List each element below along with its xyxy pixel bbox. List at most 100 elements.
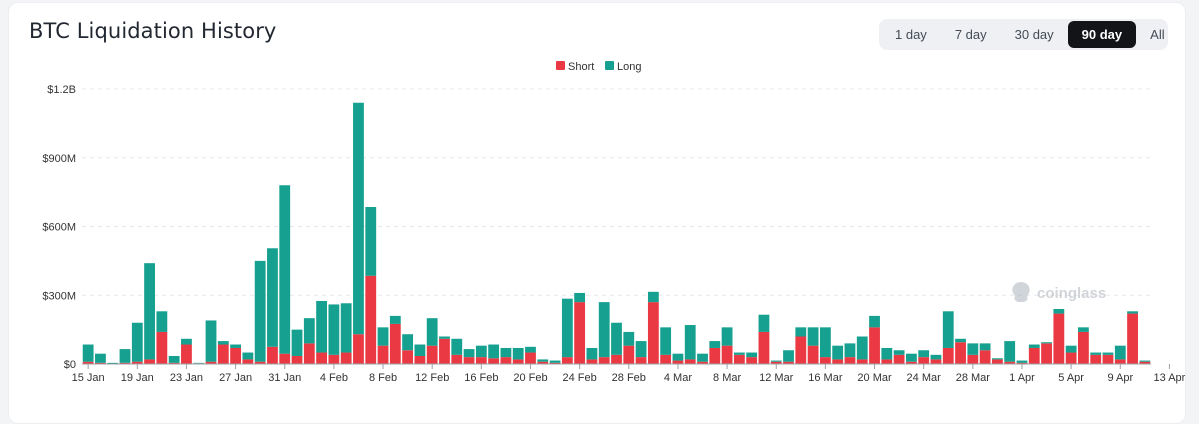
bar-short-42[interactable] [599,357,610,364]
bar-short-65[interactable] [881,359,892,364]
bar-long-2[interactable] [107,363,118,364]
bar-long-55[interactable] [759,315,770,332]
legend-long-label[interactable]: Long [617,61,641,73]
bar-short-19[interactable] [316,353,327,364]
bar-long-30[interactable] [451,339,462,355]
bar-long-70[interactable] [943,311,954,348]
bar-short-79[interactable] [1053,314,1064,364]
bar-short-36[interactable] [525,353,536,364]
bar-long-50[interactable] [697,354,708,362]
bar-long-12[interactable] [230,345,241,348]
bar-long-46[interactable] [648,292,659,302]
bar-long-19[interactable] [316,301,327,353]
bar-long-22[interactable] [353,103,364,334]
bar-long-3[interactable] [120,349,131,363]
bar-short-34[interactable] [501,357,512,364]
bar-short-69[interactable] [931,359,942,364]
bar-long-18[interactable] [304,318,315,343]
bar-long-0[interactable] [83,345,94,362]
bar-long-57[interactable] [783,350,794,361]
bar-long-79[interactable] [1053,309,1064,314]
bar-short-58[interactable] [795,337,806,365]
bar-long-5[interactable] [144,263,155,359]
bar-long-39[interactable] [562,299,573,357]
bar-short-73[interactable] [980,350,991,364]
bar-long-16[interactable] [279,185,290,353]
bar-short-54[interactable] [746,357,757,364]
bar-short-74[interactable] [992,359,1003,364]
bar-long-69[interactable] [931,355,942,360]
bar-short-52[interactable] [722,346,733,364]
bar-short-28[interactable] [427,346,438,364]
bar-short-13[interactable] [242,359,253,364]
bar-short-6[interactable] [156,332,167,364]
bar-long-52[interactable] [722,327,733,345]
bar-short-59[interactable] [808,346,819,364]
bar-long-28[interactable] [427,318,438,346]
bar-long-6[interactable] [156,311,167,332]
bar-long-81[interactable] [1078,327,1089,332]
bar-long-75[interactable] [1004,341,1015,362]
bar-short-63[interactable] [857,359,868,364]
bar-long-26[interactable] [402,334,413,350]
bar-long-60[interactable] [820,327,831,357]
bar-long-1[interactable] [95,354,106,363]
bar-short-47[interactable] [660,355,671,364]
bar-short-61[interactable] [832,359,843,364]
bar-short-20[interactable] [328,355,339,364]
bar-long-38[interactable] [550,361,561,363]
bar-long-80[interactable] [1066,346,1077,353]
bar-short-71[interactable] [955,342,966,364]
bar-short-23[interactable] [365,276,376,364]
bar-long-14[interactable] [255,261,266,362]
bar-long-45[interactable] [636,341,647,357]
bar-long-49[interactable] [685,325,696,359]
bar-short-60[interactable] [820,357,831,364]
bar-long-71[interactable] [955,339,966,342]
bar-short-8[interactable] [181,345,192,364]
bar-long-85[interactable] [1127,311,1138,313]
bar-short-77[interactable] [1029,348,1040,364]
bar-long-27[interactable] [415,345,426,356]
bar-short-43[interactable] [611,355,622,364]
bar-short-48[interactable] [673,361,684,364]
bar-long-66[interactable] [894,350,905,355]
bar-long-65[interactable] [881,348,892,359]
bar-long-83[interactable] [1103,353,1114,355]
bar-long-67[interactable] [906,354,917,362]
bar-long-21[interactable] [341,303,352,352]
bar-short-5[interactable] [144,359,155,364]
bar-long-61[interactable] [832,346,843,360]
bar-short-64[interactable] [869,327,880,364]
bar-short-39[interactable] [562,357,573,364]
bar-long-43[interactable] [611,323,622,355]
bar-short-51[interactable] [709,348,720,364]
legend-short-label[interactable]: Short [568,61,594,73]
bar-short-62[interactable] [845,357,856,364]
bar-long-29[interactable] [439,337,450,339]
bar-long-74[interactable] [992,358,1003,359]
bar-short-21[interactable] [341,353,352,364]
bar-long-84[interactable] [1115,346,1126,360]
bar-long-58[interactable] [795,327,806,336]
bar-short-82[interactable] [1090,355,1101,364]
bar-long-56[interactable] [771,361,782,362]
bar-short-27[interactable] [415,356,426,364]
bar-long-77[interactable] [1029,345,1040,348]
bar-short-81[interactable] [1078,332,1089,364]
bar-long-33[interactable] [488,345,499,359]
bar-short-31[interactable] [464,357,475,364]
bar-short-41[interactable] [587,359,598,364]
bar-long-63[interactable] [857,337,868,360]
bar-long-64[interactable] [869,316,880,327]
bar-long-10[interactable] [206,320,217,361]
bar-long-53[interactable] [734,353,745,355]
bar-short-55[interactable] [759,332,770,364]
bar-long-13[interactable] [242,353,253,360]
bar-short-25[interactable] [390,324,401,364]
bar-long-32[interactable] [476,346,487,357]
bar-long-23[interactable] [365,207,376,276]
bar-short-83[interactable] [1103,355,1114,364]
bar-long-36[interactable] [525,347,536,353]
bar-long-11[interactable] [218,341,229,344]
